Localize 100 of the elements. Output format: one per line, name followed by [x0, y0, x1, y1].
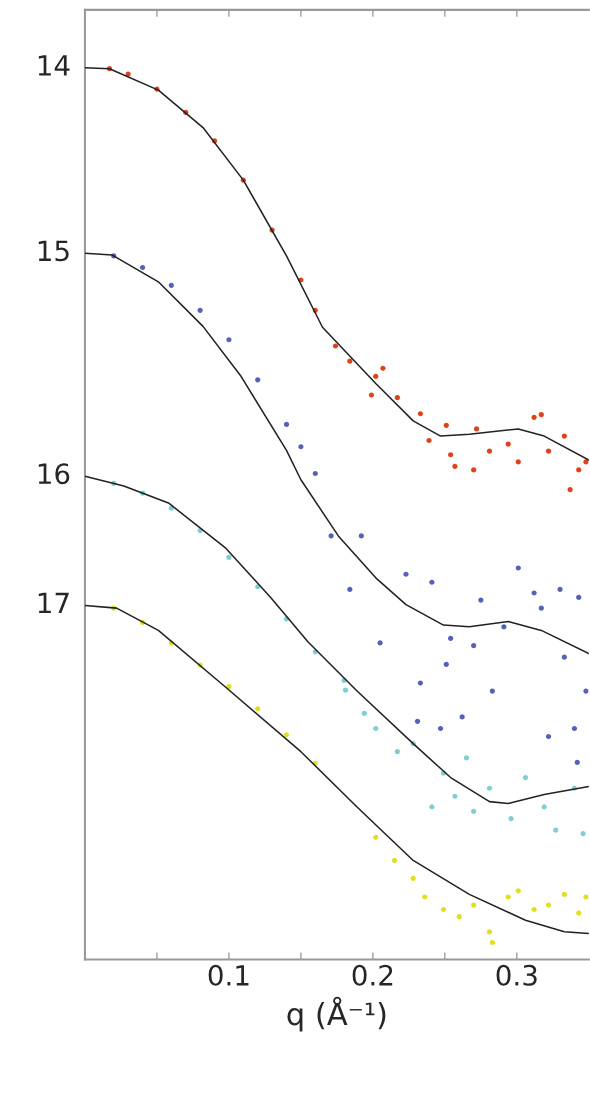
point: [414, 718, 421, 724]
point: [583, 894, 589, 900]
point: [580, 831, 586, 837]
point: [557, 586, 563, 593]
point: [394, 749, 400, 755]
x-tick-label: 0.1: [208, 964, 249, 986]
point: [437, 725, 444, 732]
point: [545, 448, 552, 454]
point: [538, 605, 544, 611]
point: [168, 282, 174, 288]
x-axis-title: q (Å⁻¹): [287, 996, 386, 1032]
point: [576, 594, 582, 601]
point: [429, 579, 435, 585]
point: [328, 533, 334, 539]
point: [197, 307, 203, 313]
point: [463, 755, 470, 761]
point: [505, 441, 511, 447]
point: [545, 902, 552, 908]
x-tick-label: 0.2: [352, 964, 393, 986]
point: [368, 392, 375, 398]
point: [515, 459, 521, 465]
point: [255, 706, 261, 712]
point: [574, 759, 580, 765]
point: [501, 624, 507, 630]
point: [489, 688, 495, 694]
point: [505, 894, 511, 900]
point: [561, 433, 567, 439]
point: [373, 834, 379, 840]
point: [417, 680, 423, 686]
point: [576, 910, 582, 916]
point: [583, 459, 589, 465]
point: [394, 395, 400, 401]
point: [456, 914, 462, 920]
point: [471, 902, 477, 908]
point: [473, 426, 480, 432]
point: [226, 684, 232, 690]
point: [571, 725, 578, 732]
point: [391, 857, 398, 864]
point: [440, 906, 447, 913]
point: [448, 635, 454, 642]
point: [567, 486, 573, 493]
point: [489, 939, 495, 946]
point: [168, 505, 174, 511]
point: [373, 725, 379, 732]
point: [312, 470, 318, 477]
point: [347, 586, 353, 593]
point: [422, 894, 428, 900]
point: [255, 377, 261, 383]
series-label: 16: [38, 463, 70, 485]
point: [347, 358, 353, 364]
point: [452, 793, 458, 799]
point: [531, 414, 537, 420]
point: [139, 264, 146, 271]
point: [515, 565, 521, 571]
point: [429, 804, 435, 810]
point: [226, 337, 232, 343]
point: [471, 467, 477, 473]
series-label: 15: [38, 240, 69, 262]
point: [515, 888, 521, 894]
point: [583, 688, 589, 694]
point: [443, 422, 449, 428]
point: [478, 597, 484, 603]
point: [380, 365, 386, 371]
point: [538, 412, 544, 418]
point: [452, 463, 458, 469]
point: [486, 448, 493, 454]
point: [358, 533, 364, 539]
point: [541, 804, 547, 810]
point: [283, 732, 290, 738]
point: [373, 373, 379, 379]
point: [226, 554, 232, 560]
point: [332, 343, 339, 349]
x-tick-label: 0.3: [496, 964, 537, 986]
point: [298, 444, 304, 450]
point: [486, 929, 493, 935]
point: [471, 642, 477, 649]
point: [531, 906, 537, 913]
point: [553, 827, 559, 833]
point: [522, 774, 529, 781]
point: [283, 421, 290, 428]
point: [255, 584, 261, 590]
point: [459, 714, 465, 720]
point: [342, 687, 349, 693]
point: [508, 815, 514, 822]
point: [377, 640, 383, 646]
series-label: 17: [38, 592, 69, 614]
point: [443, 661, 449, 667]
point: [426, 437, 432, 444]
point: [486, 785, 493, 791]
point: [403, 571, 409, 577]
point: [410, 875, 416, 881]
point: [561, 891, 567, 897]
point: [417, 411, 423, 417]
series-label: 14: [38, 55, 70, 76]
point: [545, 733, 552, 740]
point: [561, 654, 567, 660]
point: [448, 452, 454, 458]
point: [361, 710, 367, 716]
point: [576, 467, 582, 473]
point: [531, 590, 537, 596]
